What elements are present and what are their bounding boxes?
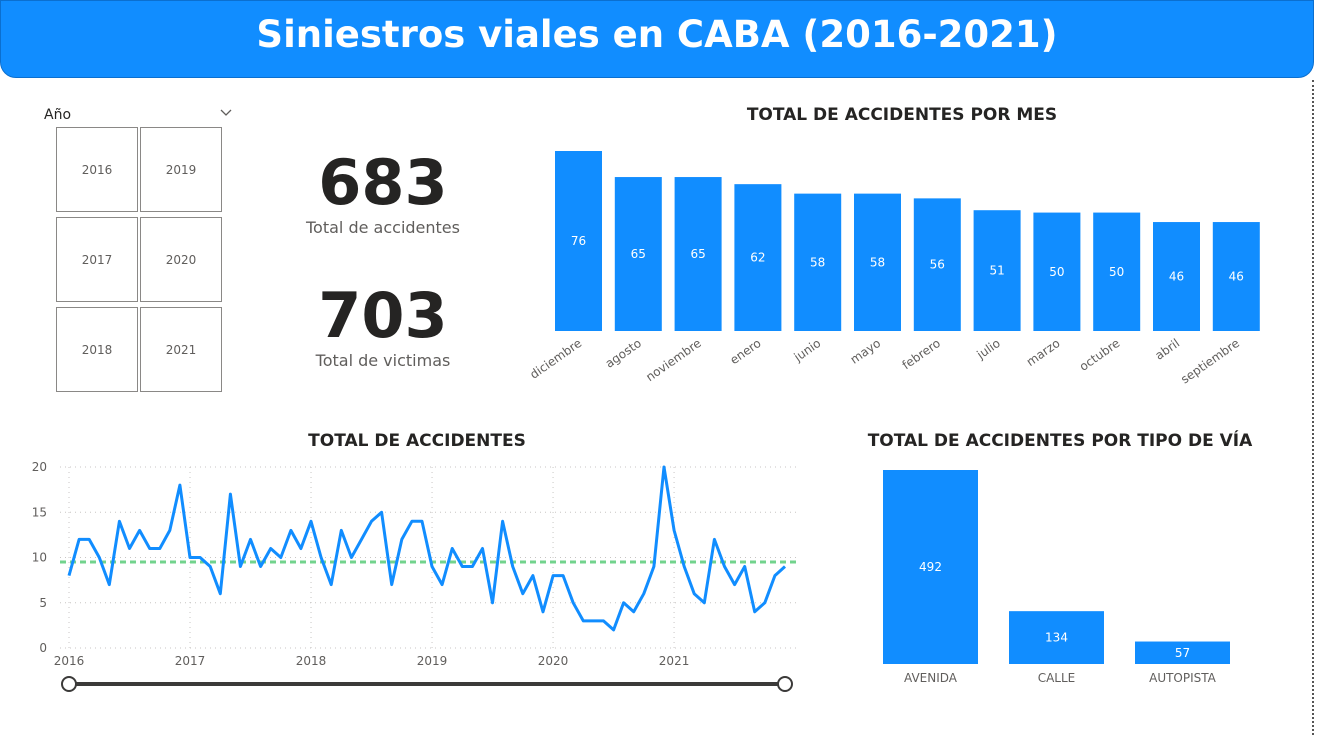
month-tick-label: febrero — [900, 336, 943, 372]
month-bar-value: 65 — [631, 247, 646, 261]
month-bar-value: 50 — [1109, 265, 1124, 279]
month-bar-value: 62 — [750, 251, 765, 265]
month-tick-label: septiembre — [1178, 336, 1242, 386]
month-bar[interactable] — [854, 193, 901, 331]
year-tile-2020[interactable]: 2020 — [140, 217, 222, 302]
kpi-accidents-label: Total de accidentes — [306, 218, 460, 237]
month-tick-label: enero — [727, 336, 763, 367]
month-bar[interactable] — [1153, 222, 1200, 331]
month-bar[interactable] — [1093, 212, 1141, 331]
month-chart-title: TOTAL DE ACCIDENTES POR MES — [746, 105, 1058, 125]
month-bar[interactable] — [1212, 222, 1260, 331]
month-bar-value: 46 — [1169, 270, 1184, 284]
road-type-bar-value: 57 — [1175, 646, 1190, 660]
road-type-bar[interactable] — [883, 470, 978, 664]
year-tile-2019[interactable]: 2019 — [140, 127, 222, 212]
canvas-border — [1312, 80, 1314, 735]
chevron-down-icon[interactable] — [220, 109, 232, 118]
kpi-victims-value: 703 — [318, 279, 448, 352]
road-type-tick-label: CALLE — [1038, 671, 1076, 685]
month-bar-value: 50 — [1049, 265, 1064, 279]
x-tick-label: 2018 — [296, 654, 327, 668]
year-slicer-label: Año — [44, 107, 72, 123]
road-type-chart-title: TOTAL DE ACCIDENTES POR TIPO DE VÍA — [867, 431, 1253, 451]
road-type-bar-value: 492 — [919, 560, 942, 574]
month-tick-label: marzo — [1024, 336, 1063, 369]
year-tile-2018[interactable]: 2018 — [56, 307, 138, 392]
road-type-tick-label: AVENIDA — [904, 671, 958, 685]
month-bar-value: 76 — [571, 234, 586, 248]
month-bar-value: 65 — [690, 247, 705, 261]
kpi-accidents-value: 683 — [318, 146, 448, 219]
month-tick-label: mayo — [848, 336, 883, 367]
month-tick-label: agosto — [603, 336, 644, 371]
month-tick-label: junio — [791, 336, 824, 365]
y-tick-label: 5 — [39, 596, 47, 610]
month-bar[interactable] — [973, 210, 1021, 331]
x-tick-label: 2021 — [659, 654, 690, 668]
month-tick-label: noviembre — [643, 336, 704, 384]
month-bar[interactable] — [1033, 212, 1081, 331]
accidents-series-line — [67, 465, 787, 632]
month-tick-label: diciembre — [527, 336, 584, 382]
month-bar-value: 58 — [810, 255, 825, 269]
year-tile-2021[interactable]: 2021 — [140, 307, 222, 392]
month-tick-label: octubre — [1077, 336, 1123, 374]
month-bar[interactable] — [913, 198, 961, 331]
y-tick-label: 15 — [32, 505, 47, 519]
year-tile-2017[interactable]: 2017 — [56, 217, 138, 302]
month-tick-label: julio — [974, 336, 1003, 362]
kpi-victims-label: Total de victimas — [315, 351, 451, 370]
road-type-bar[interactable] — [1009, 611, 1104, 664]
road-type-bar-value: 134 — [1045, 631, 1068, 645]
month-bar[interactable] — [555, 151, 602, 331]
x-tick-label: 2020 — [538, 654, 569, 668]
y-tick-label: 10 — [32, 551, 47, 565]
road-type-tick-label: AUTOPISTA — [1149, 671, 1217, 685]
date-range-end-handle[interactable] — [777, 676, 793, 692]
date-range-start-handle[interactable] — [61, 676, 77, 692]
x-tick-label: 2016 — [54, 654, 85, 668]
month-bar-value: 58 — [870, 255, 885, 269]
line-chart-title: TOTAL DE ACCIDENTES — [308, 431, 526, 451]
month-bar-value: 46 — [1229, 270, 1244, 284]
month-bar-value: 51 — [989, 264, 1004, 278]
header-banner: Siniestros viales en CABA (2016-2021) — [0, 0, 1314, 78]
road-type-bar[interactable] — [1135, 641, 1230, 664]
month-tick-label: abril — [1152, 336, 1182, 363]
page-title: Siniestros viales en CABA (2016-2021) — [256, 13, 1058, 56]
month-bar-value: 56 — [930, 258, 945, 272]
x-tick-label: 2017 — [175, 654, 206, 668]
month-bar[interactable] — [734, 184, 782, 331]
y-tick-label: 20 — [32, 460, 47, 474]
month-bar[interactable] — [674, 177, 722, 331]
y-tick-label: 0 — [39, 641, 47, 655]
year-tile-2016[interactable]: 2016 — [56, 127, 138, 212]
month-bar[interactable] — [794, 193, 842, 331]
month-bar[interactable] — [614, 177, 662, 331]
x-tick-label: 2019 — [417, 654, 448, 668]
